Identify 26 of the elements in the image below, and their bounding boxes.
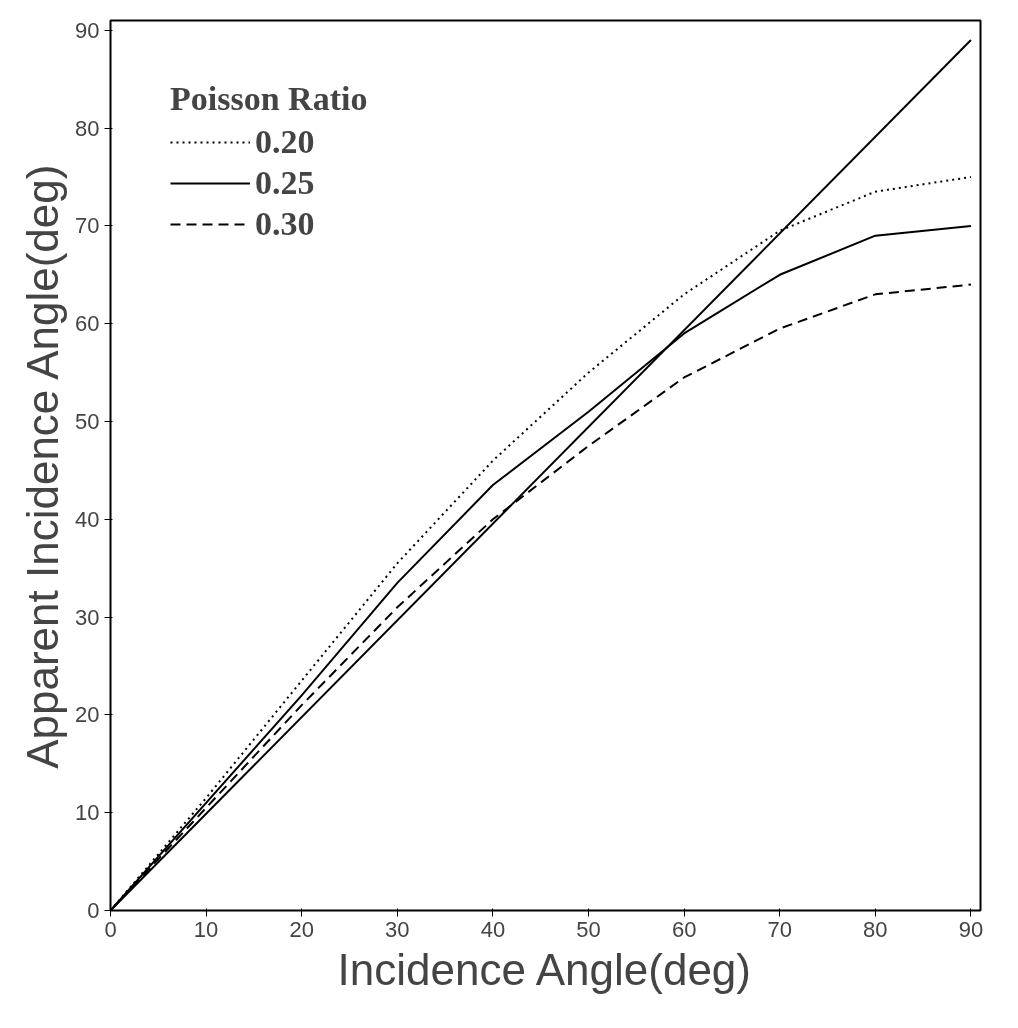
- y-tick-label: 40: [75, 506, 100, 532]
- y-axis-title: Apparent Incidence Angle(deg): [18, 164, 68, 769]
- x-axis-title: Incidence Angle(deg): [337, 944, 751, 994]
- y-tick-label: 70: [75, 213, 100, 239]
- y-tick-label: 0: [87, 898, 100, 923]
- y-tick-label: 20: [75, 702, 100, 728]
- y-tick-label: 60: [75, 311, 100, 337]
- x-tick-label: 50: [576, 916, 601, 942]
- legend-label: 0.30: [255, 205, 315, 243]
- x-tick-label: 90: [958, 916, 984, 942]
- legend-label: 0.25: [255, 164, 315, 202]
- y-tick-label: 10: [75, 800, 100, 826]
- y-tick-label: 80: [75, 115, 100, 141]
- x-tick-label: 20: [289, 916, 314, 942]
- y-tick-label: 90: [75, 17, 100, 43]
- legend-label: 0.20: [255, 123, 315, 161]
- y-tick-label: 50: [75, 408, 100, 434]
- x-tick-label: 0: [104, 916, 117, 942]
- x-tick-label: 60: [671, 916, 697, 942]
- x-tick-label: 40: [480, 916, 506, 942]
- x-tick-label: 30: [385, 916, 410, 942]
- legend-title: Poisson Ratio: [170, 80, 368, 118]
- x-tick-label: 70: [767, 916, 792, 942]
- y-tick-label: 30: [75, 604, 100, 630]
- x-tick-label: 10: [193, 916, 219, 942]
- x-tick-label: 80: [863, 916, 888, 942]
